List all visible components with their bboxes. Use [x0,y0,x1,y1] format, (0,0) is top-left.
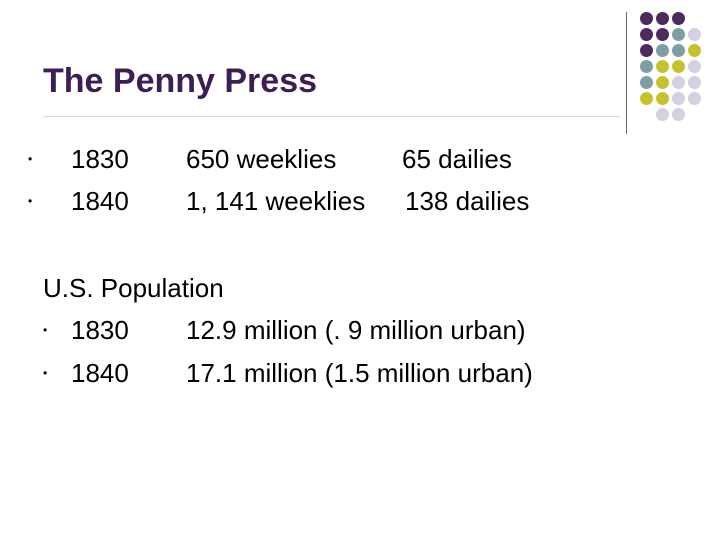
population-value: 17.1 million (1.5 million urban) [186,358,533,388]
decorative-dot [672,108,685,121]
weeklies-count: 1, 141 weeklies [186,186,366,216]
bullet: • [43,366,48,380]
bullet: • [43,323,48,337]
decorative-dot [640,12,653,25]
decorative-vertical-line [626,12,627,134]
decorative-dot [672,44,685,57]
decorative-dot [672,60,685,73]
dailies-count: 65 dailies [402,144,512,174]
year: 1830 [71,315,129,345]
weeklies-count: 650 weeklies [186,144,337,174]
decorative-dot [640,28,653,41]
decorative-dot [656,60,669,73]
decorative-dot [672,92,685,105]
decorative-dot [672,76,685,89]
year: 1840 [71,358,129,388]
dailies-count: 138 dailies [405,186,530,216]
title-underline [43,116,620,117]
decorative-dot [688,28,701,41]
slide-title: The Penny Press [43,62,318,100]
population-heading: U.S. Population [43,273,224,303]
decorative-dot [688,44,701,57]
decorative-dot [656,44,669,57]
decorative-dot [672,28,685,41]
decorative-dot [640,60,653,73]
newspaper-row-1830: • 1830 650 weeklies 65 dailies [28,142,588,176]
newspaper-row-1840: • 1840 1, 141 weeklies 138 dailies [28,184,588,218]
decorative-dot [688,60,701,73]
decorative-dot [688,92,701,105]
bullet: • [28,152,33,166]
bullet: • [28,194,33,208]
year: 1840 [71,186,129,216]
decorative-dot [672,12,685,25]
decorative-dot [656,28,669,41]
decorative-dot [640,92,653,105]
decorative-dot [688,76,701,89]
decorative-dot [640,76,653,89]
decorative-dot [656,92,669,105]
population-value: 12.9 million (. 9 million urban) [186,315,526,345]
decorative-dot [656,76,669,89]
decorative-dot-grid [640,12,720,122]
population-row-1840: • 1840 17.1 million (1.5 million urban) [43,356,613,390]
year: 1830 [71,144,129,174]
decorative-dot [656,12,669,25]
population-row-1830: • 1830 12.9 million (. 9 million urban) [43,313,613,347]
decorative-dot [656,108,669,121]
decorative-dot [640,44,653,57]
